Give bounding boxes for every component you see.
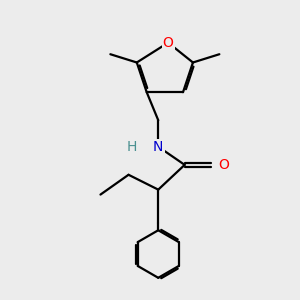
Text: N: N xyxy=(153,140,164,154)
Text: H: H xyxy=(127,140,137,154)
Text: O: O xyxy=(218,158,229,172)
Text: O: O xyxy=(163,36,174,50)
